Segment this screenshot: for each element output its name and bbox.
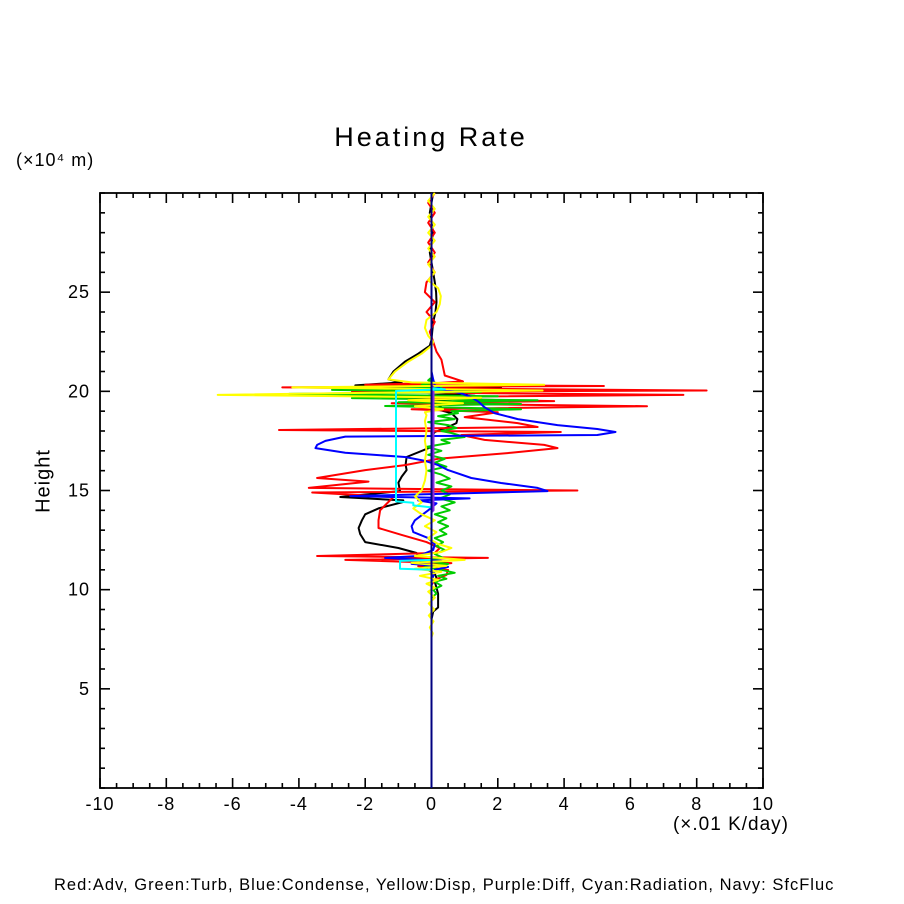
x-tick-label: -10: [85, 794, 114, 814]
x-tick-label: -2: [356, 794, 374, 814]
y-axis-title: Height: [32, 449, 55, 513]
y-tick-label: 20: [68, 381, 90, 401]
series-blue-line: [314, 193, 617, 788]
x-tick-label: -4: [290, 794, 308, 814]
series-legend: Red:Adv, Green:Turb, Blue:Condense, Yell…: [54, 876, 835, 894]
x-tick-label: 6: [625, 794, 636, 814]
x-axis-unit-label: (×.01 K/day): [672, 814, 789, 835]
x-tick-label: 8: [691, 794, 702, 814]
y-axis-unit-label: (×10⁴ m): [16, 150, 95, 170]
y-tick-label: 10: [68, 580, 90, 600]
x-tick-label: -8: [157, 794, 175, 814]
series-red-line: [278, 192, 708, 788]
y-tick-label: 15: [68, 481, 90, 501]
x-tick-label: 10: [752, 794, 774, 814]
x-tick-label: 2: [492, 794, 503, 814]
x-tick-label: 4: [559, 794, 570, 814]
series-cyan-line: [395, 387, 446, 580]
chart-title: Heating Rate: [334, 122, 528, 152]
x-tick-label: -6: [224, 794, 242, 814]
x-tick-label: 0: [426, 794, 437, 814]
y-tick-label: 25: [68, 282, 90, 302]
series-yellow-line: [216, 192, 546, 788]
y-tick-label: 5: [79, 679, 90, 699]
